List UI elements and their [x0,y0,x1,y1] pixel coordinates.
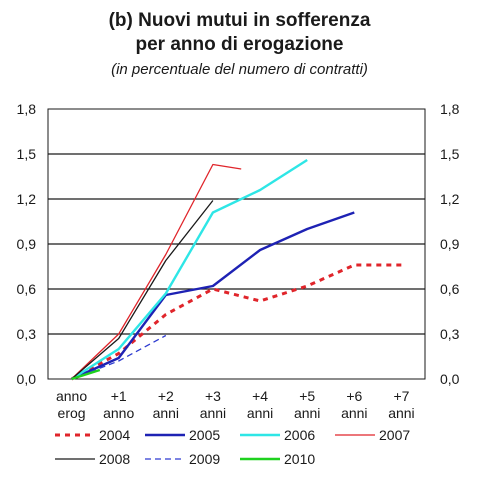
series-line-2006 [70,158,308,381]
y-tick-label-left: 1,5 [17,146,37,162]
x-tick-label: +1 [111,388,127,404]
y-tick-label-left: 0,3 [17,326,37,342]
x-tick-label: anni [247,405,273,421]
x-tick-label: +6 [346,388,362,404]
series-line-2009 [71,334,167,380]
x-tick-label: +7 [393,388,409,404]
x-tick-label: anni [341,405,367,421]
chart-subtitle: (in percentuale del numero di contratti) [111,61,368,78]
chart-title-line1: (b) Nuovi mutui in sofferenza [108,10,371,31]
y-tick-label-left: 0,0 [17,371,37,387]
y-tick-label-right: 1,5 [440,146,460,162]
series-line-2004 [70,263,402,381]
x-tick-label: anni [294,405,320,421]
y-tick-label-right: 0,9 [440,236,460,252]
x-tick-label: anni [153,405,179,421]
x-tick-label: anni [200,405,226,421]
x-tick-label: +4 [252,388,268,404]
y-tick-label-right: 0,0 [440,371,460,387]
x-tick-label: anno [56,388,87,404]
y-tick-label-right: 0,6 [440,281,460,297]
legend-label-2008: 2008 [99,451,130,467]
y-tick-label-left: 0,9 [17,236,37,252]
x-tick-label: +3 [205,388,221,404]
y-tick-label-right: 1,8 [440,101,460,117]
x-tick-label: erog [58,405,86,421]
y-tick-label-right: 0,3 [440,326,460,342]
legend-label-2004: 2004 [99,427,130,443]
legend-label-2010: 2010 [284,451,315,467]
y-tick-label-left: 1,2 [17,191,37,207]
legend-label-2006: 2006 [284,427,315,443]
x-tick-label: anno [103,405,134,421]
series-line-2010 [71,368,101,381]
series-line-2007 [71,163,242,380]
y-tick-label-left: 1,8 [17,101,37,117]
series-line-2005 [71,211,355,381]
chart-title-line2: per anno di erogazione [135,34,344,55]
x-tick-label: anni [388,405,414,421]
legend-label-2007: 2007 [379,427,410,443]
x-tick-label: +5 [299,388,315,404]
y-tick-label-right: 1,2 [440,191,460,207]
x-tick-label: +2 [158,388,174,404]
y-tick-label-left: 0,6 [17,281,37,297]
legend-label-2005: 2005 [189,427,220,443]
legend-label-2009: 2009 [189,451,220,467]
series-line-2008 [71,200,214,380]
